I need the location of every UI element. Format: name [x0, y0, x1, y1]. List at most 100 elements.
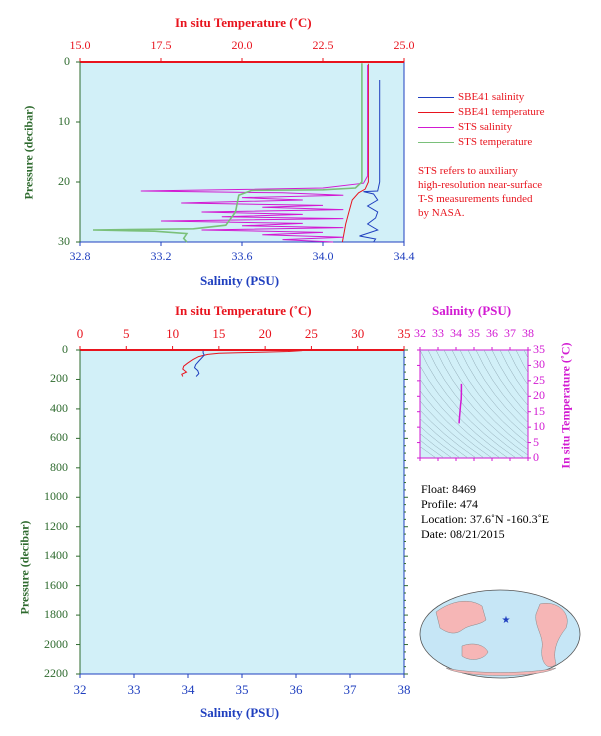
ts-salinity-tick-label: 35 — [468, 326, 480, 340]
ts-temp-tick-label: 10 — [533, 419, 545, 434]
bottom-pressure-tick-label: 600 — [50, 430, 68, 445]
bottom-pressure-tick-label: 1000 — [44, 489, 68, 504]
top-series-sts-salinity — [140, 65, 369, 243]
legend-item: SBE41 salinity — [418, 91, 524, 103]
world-map: ★ — [419, 589, 581, 679]
ts-contour-line — [443, 350, 528, 450]
bottom-pressure-tick-label: 800 — [50, 459, 68, 474]
ts-salinity-tick-label: 33 — [432, 326, 444, 340]
location: Location: 37.6˚N -160.3˚E — [421, 512, 549, 526]
bottom-pressure-tick-label: 1800 — [44, 607, 68, 622]
legend-item: SBE41 temperature — [418, 106, 544, 118]
bottom-temp-axis-title: In situ Temperature (˚C) — [175, 303, 312, 318]
float-location-marker: ★ — [502, 615, 511, 626]
bottom-salinity-tick-label: 38 — [397, 682, 411, 697]
ts-contour-line — [467, 350, 528, 431]
bottom-pressure-tick-label: 1600 — [44, 577, 68, 592]
legend-item: STS temperature — [418, 136, 532, 148]
bottom-temp-tick-label: 20 — [258, 326, 272, 341]
top-pressure-axis-title: Pressure (decibar) — [21, 105, 36, 200]
ts-temp-tick-label: 35 — [533, 342, 545, 356]
ts-contour-line — [420, 425, 461, 458]
ts-temp-tick-label: 5 — [533, 434, 539, 449]
bottom-temp-tick-label: 25 — [304, 326, 318, 341]
ts-temp-tick-label: 20 — [533, 388, 545, 403]
ts-salinity-tick-label: 36 — [486, 326, 498, 340]
top-series-sts-temperature — [92, 63, 363, 243]
map-land-asia — [435, 600, 487, 634]
bottom-salinity-axis-title: Salinity (PSU) — [200, 705, 280, 720]
top-temp-axis-title: In situ Temperature (˚C) — [175, 15, 312, 30]
bottom-temp-tick-label: 10 — [166, 326, 180, 341]
top-pressure-tick-label: 20 — [58, 174, 70, 188]
bottom-series-temperature — [181, 350, 303, 377]
top-series-sbe41-salinity — [359, 80, 381, 243]
ts-contour-line — [420, 365, 509, 458]
map-land-americas — [535, 602, 568, 668]
ts-temp-axis-title: In situ Temperature (˚C) — [558, 342, 573, 469]
bottom-pressure-tick-label: 1400 — [44, 548, 68, 563]
bottom-salinity-tick-label: 32 — [73, 682, 87, 697]
ts-contour-line — [451, 350, 528, 444]
top-salinity-tick-label: 34.0 — [312, 249, 334, 263]
ts-salinity-tick-label: 37 — [504, 326, 516, 340]
bottom-pressure-tick-label: 1200 — [44, 518, 68, 533]
ts-contour-line — [427, 350, 525, 458]
bottom-salinity-tick-label: 33 — [127, 682, 141, 697]
bottom-salinity-tick-label: 36 — [289, 682, 303, 697]
bottom-pressure-tick-label: 2000 — [44, 636, 68, 651]
legend-item: STS salinity — [418, 121, 512, 133]
top-pressure-tick-label: 10 — [58, 114, 70, 128]
sts-note-line: T-S measurements funded — [418, 193, 533, 205]
ts-salinity-tick-label: 38 — [522, 326, 534, 340]
bottom-salinity-tick-label: 37 — [343, 682, 357, 697]
ts-contour-line — [420, 439, 445, 458]
bottom-temp-tick-label: 5 — [123, 326, 130, 341]
bottom-salinity-tick-label: 35 — [235, 682, 249, 697]
bottom-salinity-tick-label: 34 — [181, 682, 195, 697]
ts-contour-line — [420, 409, 477, 458]
ts-contour-line — [491, 350, 528, 407]
ts-contour-line — [420, 400, 485, 458]
legend-label: STS salinity — [458, 121, 513, 133]
ts-contour-line — [420, 390, 493, 458]
top-temp-tick-label: 25.0 — [393, 38, 415, 52]
legend-label: SBE41 temperature — [458, 106, 545, 118]
top-series-sbe41-temperature — [341, 63, 369, 243]
ts-temp-tick-label: 0 — [533, 450, 539, 464]
top-pressure-tick-label: 0 — [64, 54, 70, 68]
date: Date: 08/21/2015 — [421, 527, 505, 541]
bottom-pressure-tick-label: 0 — [62, 342, 68, 356]
ts-contour-line — [459, 350, 528, 438]
top-pressure-tick-label: 30 — [58, 234, 70, 248]
ts-contour-line — [420, 378, 501, 458]
ts-contour-line — [420, 418, 469, 458]
top-salinity-tick-label: 33.2 — [150, 249, 172, 263]
top-temp-tick-label: 17.5 — [150, 38, 172, 52]
legend-swatch — [418, 141, 454, 143]
top-temp-tick-label: 20.0 — [231, 38, 253, 52]
bottom-pressure-tick-label: 2200 — [44, 666, 68, 680]
bottom-temp-tick-label: 30 — [351, 326, 365, 341]
map-land-antarctica — [445, 667, 557, 676]
top-temp-tick-label: 15.0 — [69, 38, 91, 52]
ts-contour-line — [515, 350, 528, 374]
sts-note-line: by NASA. — [418, 207, 465, 219]
ts-temp-tick-label: 15 — [533, 403, 545, 418]
top-salinity-axis-title: Salinity (PSU) — [200, 273, 280, 288]
ts-contour-line — [420, 446, 437, 458]
ts-contour-line — [475, 350, 528, 423]
ts-density-contours — [420, 350, 528, 458]
legend-swatch — [418, 111, 454, 113]
map-land-australia — [461, 643, 489, 660]
legend-label: STS temperature — [458, 136, 533, 148]
bottom-temp-tick-label: 0 — [76, 326, 84, 341]
ts-salinity-tick-label: 32 — [414, 326, 426, 340]
bottom-pressure-tick-label: 400 — [50, 400, 68, 415]
ts-profile-line — [458, 383, 463, 424]
top-temp-tick-label: 22.5 — [312, 38, 334, 52]
float-id: Float: 8469 — [421, 482, 477, 496]
top-salinity-tick-label: 34.4 — [393, 249, 415, 263]
bottom-temp-tick-label: 35 — [397, 326, 411, 341]
